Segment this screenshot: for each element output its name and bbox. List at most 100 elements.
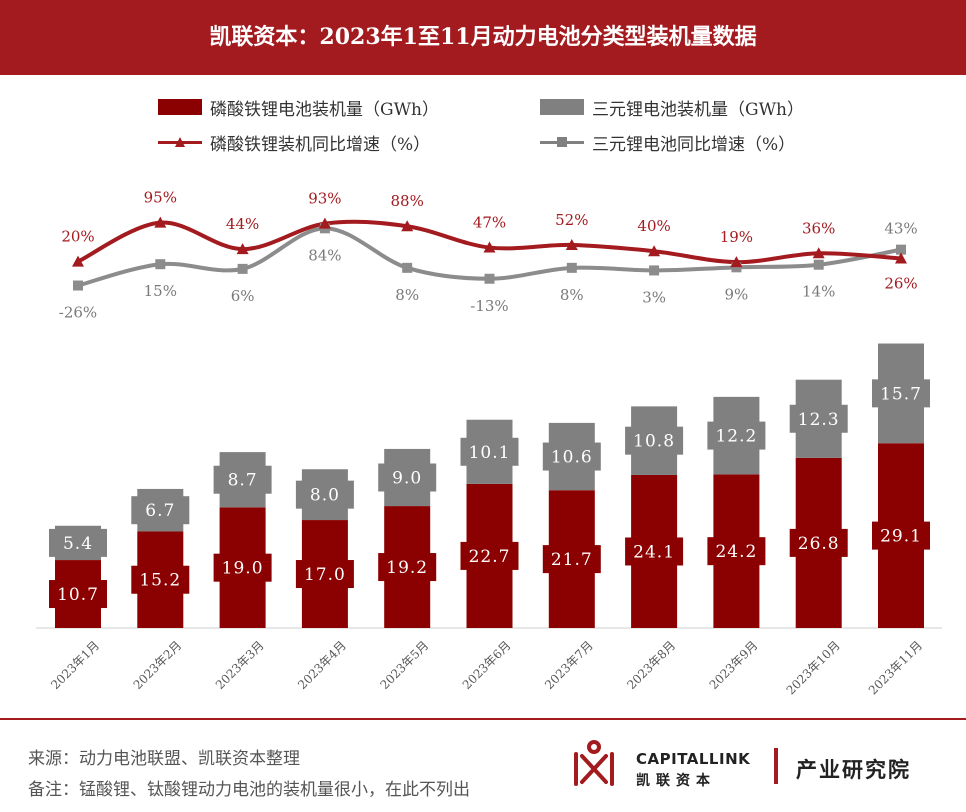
line-data-label-lfp: 95%: [144, 189, 177, 207]
bar-label-bg-lfp: [542, 545, 601, 574]
x-tick-label: 2023年3月: [213, 638, 267, 692]
marker-lfp: [72, 255, 84, 267]
bar-label-bg-ternary: [213, 465, 272, 494]
bar-label-bg-ternary: [378, 463, 437, 492]
bar-data-label-ternary: 10.6: [551, 448, 593, 468]
legend-item-lfp-line: 磷酸铁锂装机同比增速（%）: [158, 131, 431, 155]
line-data-label-lfp: 19%: [720, 228, 753, 246]
bar-data-label-lfp: 24.1: [633, 542, 675, 562]
legend-swatch-lfp-line: [158, 134, 202, 150]
bar-label-bg-ternary: [131, 496, 190, 525]
marker-lfp: [565, 238, 578, 250]
marker-ternary: [155, 259, 166, 270]
line-data-label-lfp: 40%: [637, 217, 670, 235]
bar-data-label-ternary: 15.7: [880, 384, 922, 404]
marker-ternary: [73, 280, 83, 291]
marker-ternary: [896, 244, 906, 255]
bar-label-bg-lfp: [460, 541, 519, 570]
line-data-label-lfp: 47%: [473, 214, 506, 232]
bar-data-label-ternary: 12.2: [715, 427, 757, 447]
bar-label-bg-ternary: [460, 437, 519, 466]
line-data-label-ternary: 9%: [725, 285, 749, 303]
line-data-label-lfp: 20%: [61, 228, 94, 246]
marker-lfp: [401, 220, 414, 232]
brand-name-cn: 凯联资本: [636, 773, 716, 789]
legend-swatch-ternary-bar: [540, 99, 584, 115]
bar-label-bg-ternary: [625, 426, 684, 455]
bar-label-bg-ternary: [542, 442, 601, 471]
source-note: 来源：动力电池联盟、凯联资本整理: [28, 749, 300, 769]
brand-name-en: CAPITALLINK: [636, 750, 751, 768]
line-data-label-ternary: -13%: [470, 297, 508, 315]
bar-label-bg-lfp: [378, 553, 437, 582]
bar-data-label-lfp: 29.1: [880, 527, 922, 547]
chart-title: 凯联资本：2023年1至11月动力电池分类型装机量数据: [209, 24, 757, 50]
bar-data-label-ternary: 5.4: [63, 534, 93, 554]
square-marker-icon: [557, 137, 567, 147]
marker-lfp: [483, 241, 496, 253]
bar-data-label-lfp: 19.0: [222, 559, 264, 579]
bar-data-label-ternary: 10.1: [469, 443, 511, 463]
x-tick-label: 2023年8月: [624, 638, 678, 692]
bar-label-bg-ternary: [49, 528, 107, 557]
line-data-label-ternary: 3%: [642, 288, 666, 306]
bar-label-bg-ternary: [872, 379, 930, 408]
legend-label-lfp-bar: 磷酸铁锂电池装机量（GWh）: [210, 99, 440, 120]
bar-data-label-ternary: 12.3: [798, 410, 840, 430]
bar-data-label-lfp: 22.7: [469, 547, 511, 567]
line-data-label-ternary: 6%: [231, 287, 255, 305]
line-data-label-ternary: 8%: [560, 286, 584, 304]
marker-lfp: [730, 256, 743, 268]
legend-swatch-lfp-bar: [158, 99, 202, 115]
bar-data-label-ternary: 10.8: [633, 432, 675, 452]
footer-divider: [0, 718, 966, 720]
marker-ternary: [813, 259, 824, 270]
bar-data-label-ternary: 6.7: [145, 501, 175, 521]
marker-lfp: [318, 217, 331, 229]
legend-swatch-ternary-line: [540, 134, 584, 150]
x-tick-label: 2023年4月: [295, 638, 349, 692]
line-data-label-lfp: 44%: [226, 215, 259, 233]
x-tick-label: 2023年9月: [707, 638, 761, 692]
x-tick-label: 2023年2月: [131, 638, 185, 692]
marker-ternary: [484, 273, 495, 284]
footer-separator: [774, 748, 778, 784]
bar-label-bg-lfp: [872, 521, 930, 550]
bar-label-bg-ternary: [789, 404, 848, 433]
marker-ternary: [649, 265, 660, 276]
legend-label-ternary-bar: 三元锂电池装机量（GWh）: [592, 99, 805, 120]
line-data-label-ternary: 15%: [144, 282, 177, 300]
bar-data-label-ternary: 9.0: [392, 469, 422, 489]
legend-item-lfp-bar: 磷酸铁锂电池装机量（GWh）: [158, 96, 440, 120]
line-data-label-lfp: 36%: [802, 219, 835, 237]
line-data-label-lfp: 52%: [555, 211, 588, 229]
capitallink-logo-icon: [574, 740, 614, 786]
bar-data-label-ternary: 8.0: [310, 486, 340, 506]
bar-label-bg-lfp: [625, 537, 684, 566]
x-tick-label: 2023年5月: [377, 638, 431, 692]
bar-data-label-lfp: 24.2: [715, 542, 757, 562]
header-bar: 凯联资本：2023年1至11月动力电池分类型装机量数据: [0, 0, 966, 75]
x-tick-label: 2023年11月: [866, 638, 925, 697]
marker-lfp: [895, 252, 907, 264]
bar-data-label-lfp: 26.8: [798, 534, 840, 554]
marker-ternary: [566, 262, 577, 273]
marker-lfp: [812, 247, 825, 259]
marker-lfp: [236, 243, 249, 255]
line-data-label-lfp: 88%: [391, 192, 424, 210]
bar-label-bg-ternary: [295, 480, 354, 509]
line-data-label-lfp: 93%: [308, 190, 341, 208]
remark-note: 备注：锰酸锂、钛酸锂动力电池的装机量很小，在此不列出: [28, 780, 470, 800]
x-tick-label: 2023年6月: [460, 638, 514, 692]
bar-label-bg-ternary: [707, 421, 766, 450]
marker-lfp: [648, 245, 661, 257]
bar-data-label-lfp: 10.7: [57, 585, 99, 605]
x-tick-label: 2023年7月: [542, 638, 596, 692]
legend-label-lfp-line: 磷酸铁锂装机同比增速（%）: [210, 134, 431, 155]
bar-data-label-lfp: 19.2: [386, 558, 428, 578]
line-data-label-ternary: 84%: [308, 246, 341, 264]
bar-label-bg-lfp: [789, 528, 848, 557]
legend-item-ternary-bar: 三元锂电池装机量（GWh）: [540, 96, 805, 120]
bar-data-label-lfp: 17.0: [304, 565, 346, 585]
